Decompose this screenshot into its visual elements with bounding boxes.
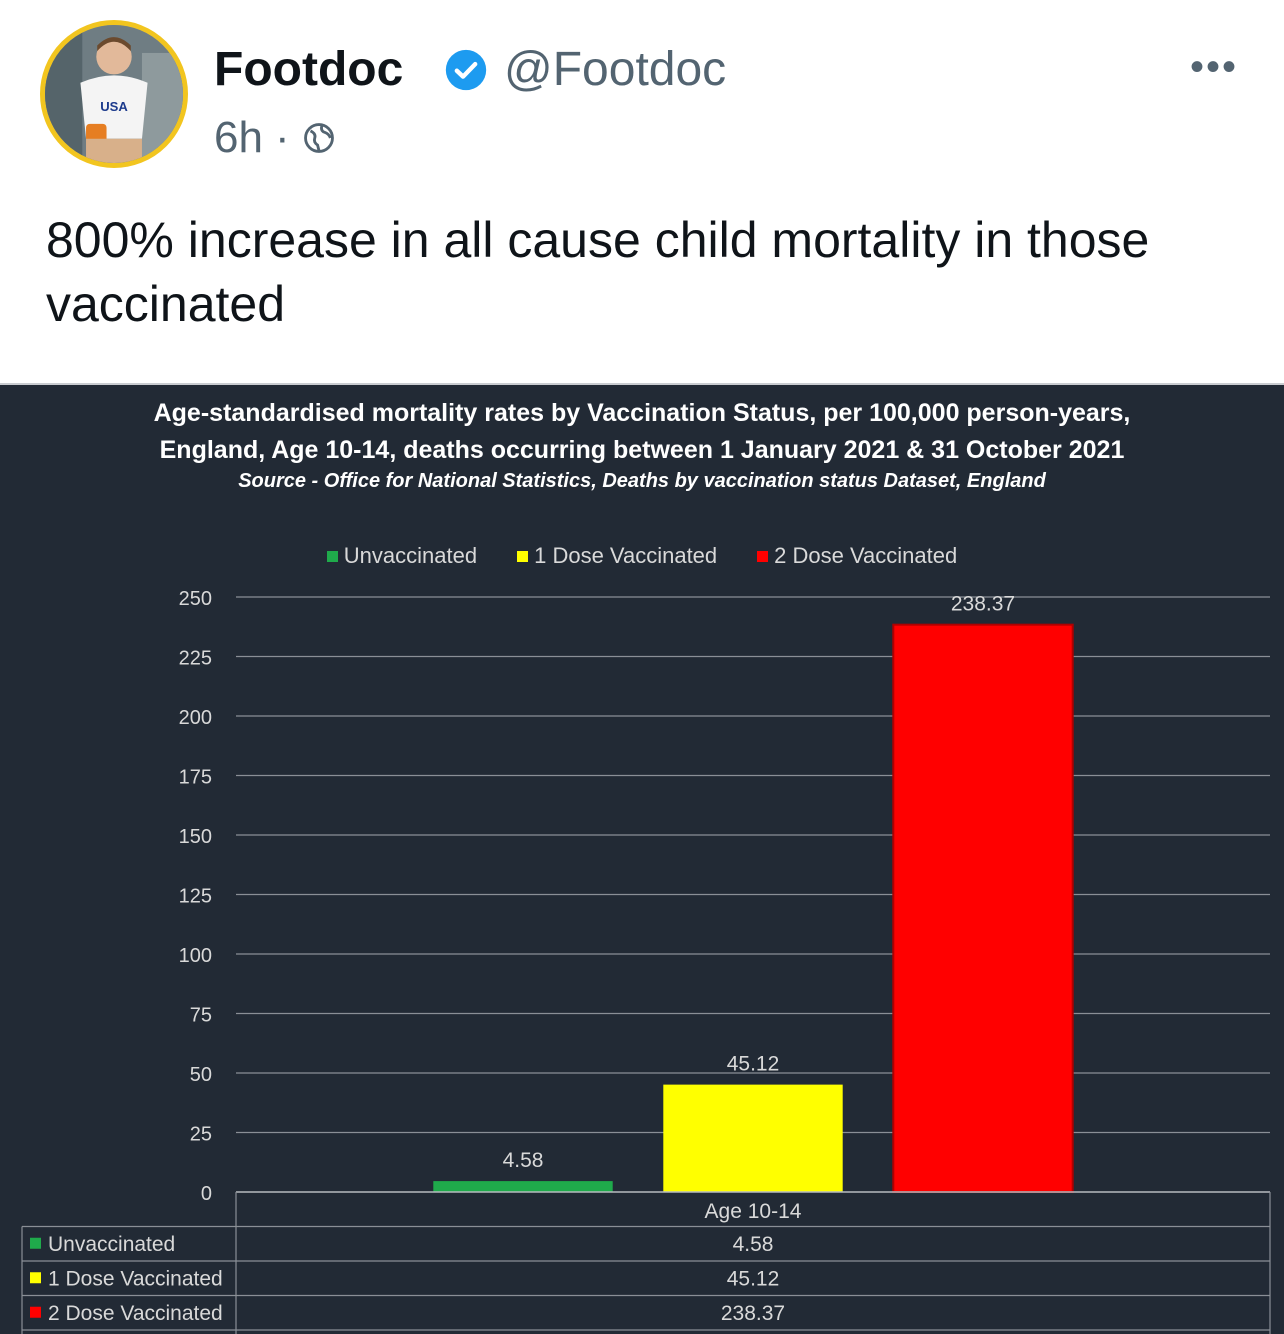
meta-separator: · <box>274 113 290 162</box>
legend-item-2-dose: 2 Dose Vaccinated <box>757 541 957 571</box>
table-swatch-3 <box>30 1306 41 1318</box>
table-row-value-2: 45.12 <box>727 1267 780 1290</box>
author-name[interactable]: Footdoc <box>214 43 404 96</box>
bar-3 <box>892 623 1074 1194</box>
chart-legend: Unvaccinated 1 Dose Vaccinated 2 Dose Va… <box>0 541 1284 571</box>
data-label-1: 4.58 <box>503 1149 544 1172</box>
y-tick-label: 250 <box>179 588 212 610</box>
bar-2 <box>663 1084 843 1192</box>
chart-image[interactable]: Age-standardised mortality rates by Vacc… <box>0 383 1284 1334</box>
legend-swatch-2-dose <box>757 550 769 562</box>
avatar[interactable]: USA <box>40 20 188 168</box>
y-tick-label: 150 <box>179 826 212 848</box>
globe-icon <box>303 123 334 153</box>
y-tick-label: 225 <box>179 648 212 670</box>
x-category-label: Age 10-14 <box>705 1200 802 1223</box>
y-tick-label: 175 <box>179 767 212 789</box>
y-tick-label: 125 <box>179 886 212 908</box>
data-label-2: 45.12 <box>727 1053 780 1076</box>
data-label-3: 238.37 <box>951 593 1015 616</box>
legend-item-1-dose: 1 Dose Vaccinated <box>517 541 717 571</box>
legend-swatch-1-dose <box>517 550 529 562</box>
post-time[interactable]: 6h <box>214 113 263 162</box>
avatar-image: USA <box>45 25 183 163</box>
y-tick-label: 200 <box>179 707 212 729</box>
avatar-shirt-text: USA <box>100 99 128 114</box>
table-row-value-3: 238.37 <box>721 1302 785 1325</box>
author-handle[interactable]: @Footdoc <box>504 43 727 96</box>
legend-label-1-dose: 1 Dose Vaccinated <box>534 543 718 568</box>
bar-1 <box>433 1181 613 1192</box>
chart-subtitle: Source - Office for National Statistics,… <box>238 470 1046 492</box>
y-tick-label: 25 <box>190 1124 212 1146</box>
more-options-icon[interactable]: ••• <box>1189 45 1238 89</box>
legend-item-unvaccinated: Unvaccinated <box>326 541 478 571</box>
table-row-label-2: 1 Dose Vaccinated <box>48 1267 223 1290</box>
table-row-label-3: 2 Dose Vaccinated <box>48 1302 223 1325</box>
y-tick-label: 100 <box>179 945 212 967</box>
y-tick-label: 0 <box>201 1183 212 1205</box>
table-row-label-1: Unvaccinated <box>48 1233 175 1256</box>
y-tick-label: 75 <box>190 1005 212 1027</box>
legend-label-unvaccinated: Unvaccinated <box>343 543 478 568</box>
table-swatch-2 <box>30 1272 41 1284</box>
post-text: 800% increase in all cause child mortali… <box>46 212 1150 332</box>
table-swatch-1 <box>30 1237 41 1249</box>
legend-label-2-dose: 2 Dose Vaccinated <box>774 543 958 568</box>
verified-badge-icon <box>445 49 487 91</box>
chart-title-line-2: England, Age 10-14, deaths occurring bet… <box>159 436 1125 464</box>
post-meta: 6h · <box>214 110 336 166</box>
chart-title: Age-standardised mortality rates by Vacc… <box>0 395 1284 469</box>
post-header: USA Footdoc @Footdoc 6h · ••• <box>0 0 1284 200</box>
table-row-value-1: 4.58 <box>733 1233 774 1256</box>
y-tick-label: 50 <box>190 1064 212 1086</box>
chart-plot: 0 25 50 75 100 125 150 175 200 225 250 4.58 45.12 238… <box>21 588 1271 1334</box>
chart-title-line-1: Age-standardised mortality rates by Vacc… <box>153 399 1131 427</box>
legend-swatch-unvaccinated <box>326 550 338 562</box>
